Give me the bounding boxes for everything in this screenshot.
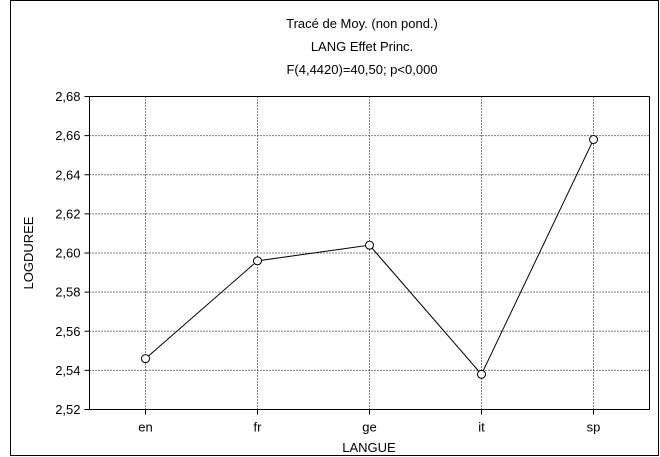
y-tick-label: 2,54 bbox=[55, 363, 80, 378]
plot-area-border bbox=[89, 96, 650, 410]
data-point-fr bbox=[253, 256, 262, 266]
y-tick-label: 2,66 bbox=[55, 128, 80, 143]
grid bbox=[89, 96, 650, 410]
x-tick-label: en bbox=[138, 420, 152, 435]
y-tick-label: 2,68 bbox=[55, 89, 80, 104]
x-tick-label: sp bbox=[587, 420, 601, 435]
figure-border bbox=[10, 0, 659, 456]
chart-title: Tracé de Moy. (non pond.) bbox=[286, 16, 438, 31]
y-tick-label: 2,58 bbox=[55, 285, 80, 300]
y-axis-label: LOGDUREE bbox=[21, 216, 36, 289]
y-tick-label: 2,60 bbox=[55, 246, 80, 261]
data-point-ge bbox=[365, 240, 374, 250]
y-tick-label: 2,52 bbox=[55, 402, 80, 417]
series-line bbox=[141, 135, 598, 379]
x-axis-label: LANGUE bbox=[342, 440, 396, 455]
y-tick-label: 2,56 bbox=[55, 324, 80, 339]
y-axis-ticks: 2,52 2,54 2,56 2,58 2,60 2,62 2,64 2,66 2,68 bbox=[55, 89, 90, 417]
y-tick-label: 2,64 bbox=[55, 167, 80, 182]
x-tick-label: fr bbox=[254, 420, 263, 435]
y-tick-label: 2,62 bbox=[55, 206, 80, 221]
x-axis-ticks: en fr ge it sp bbox=[138, 409, 601, 435]
chart-subtitle: LANG Effet Princ. bbox=[311, 39, 413, 54]
data-point-sp bbox=[589, 135, 598, 145]
x-tick-label: ge bbox=[362, 420, 376, 435]
data-point-en bbox=[141, 354, 150, 364]
data-point-it bbox=[477, 369, 486, 379]
x-tick-label: it bbox=[478, 420, 485, 435]
chart-stat-line: F(4,4420)=40,50; p<0,000 bbox=[286, 62, 437, 77]
